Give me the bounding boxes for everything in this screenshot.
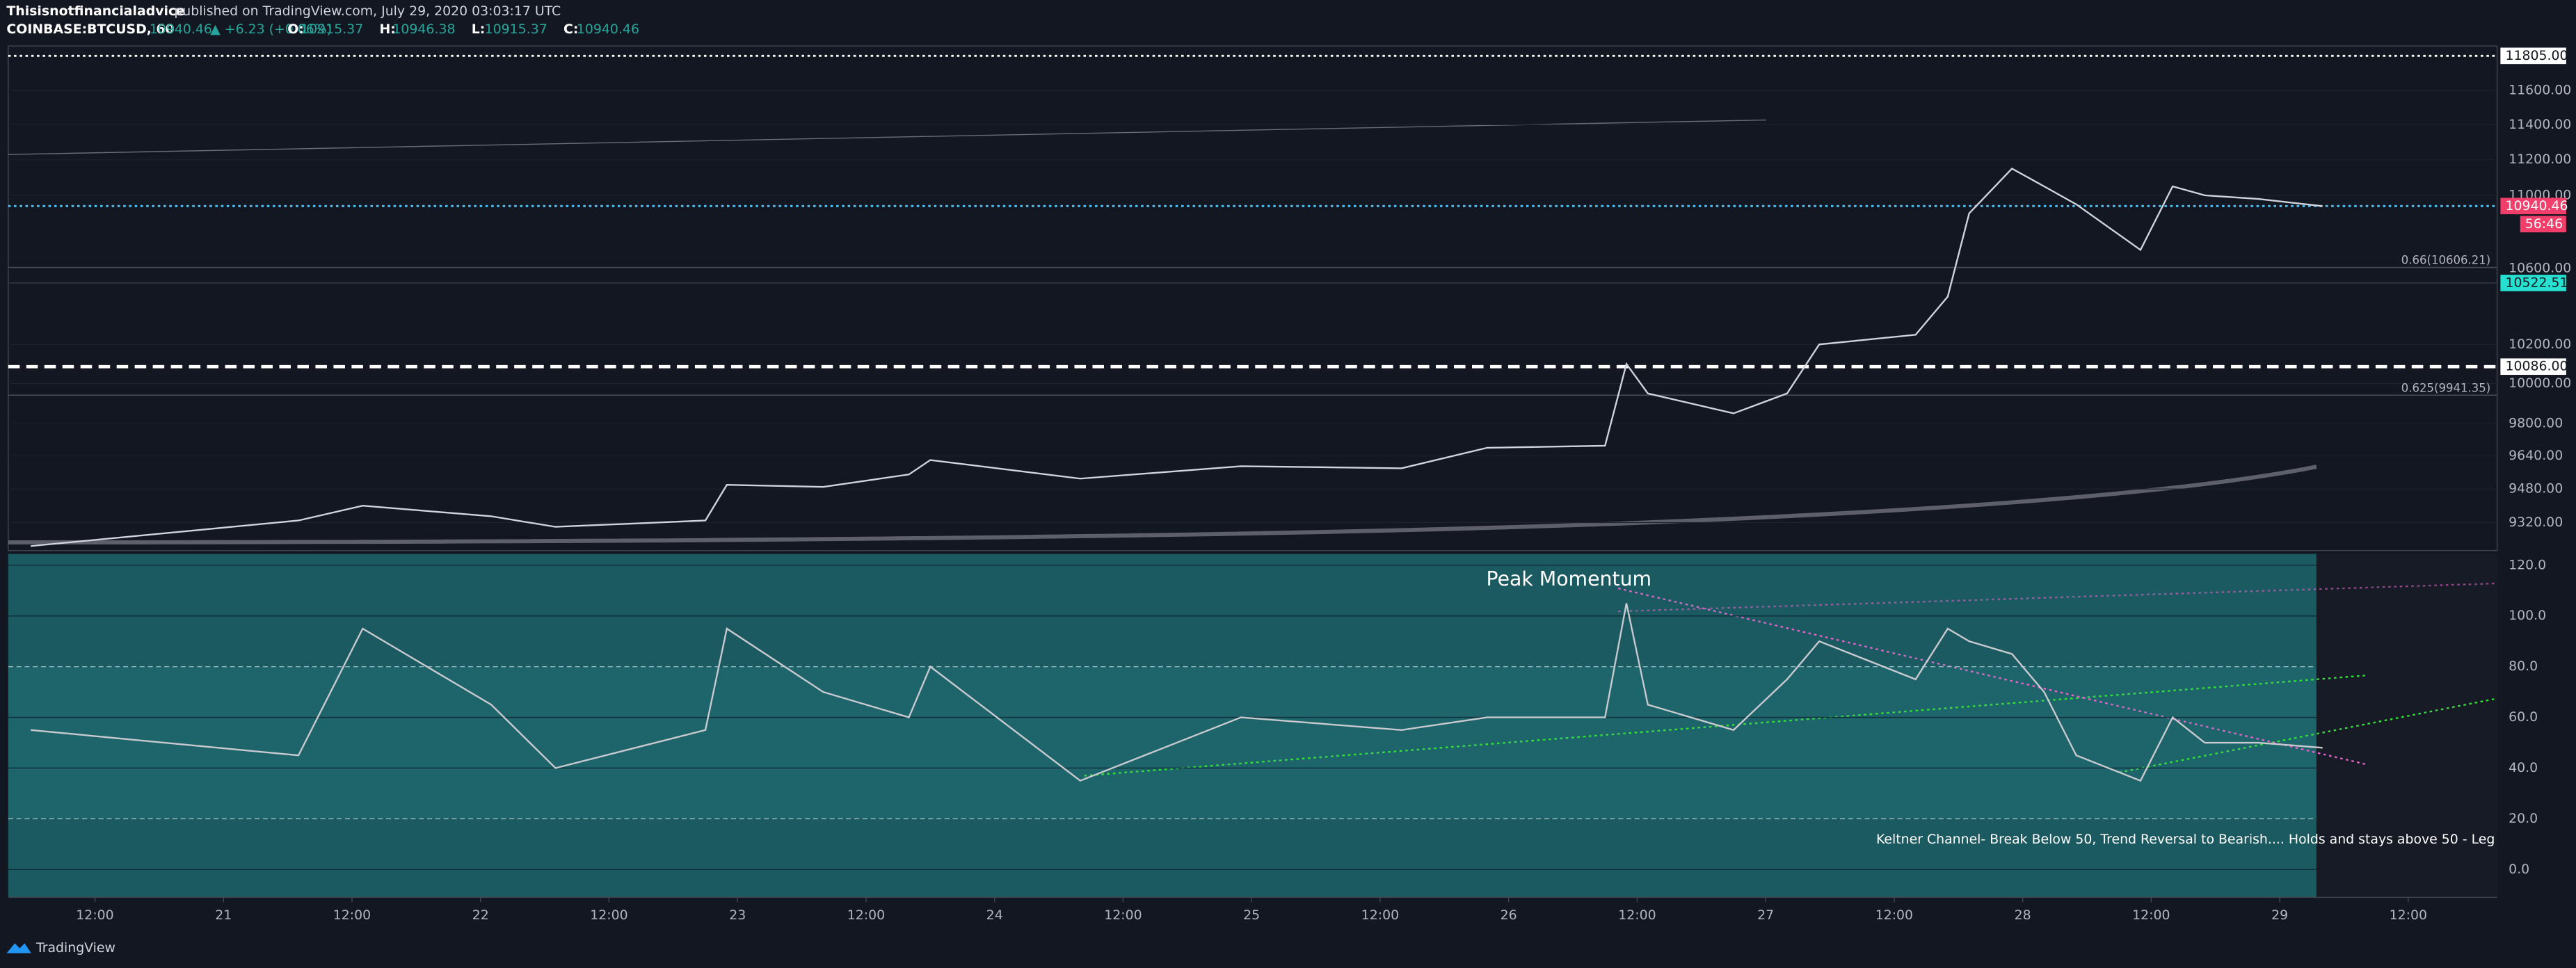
price-badge-label: 10940.46 [2505, 198, 2568, 213]
x-tick-label: 12:00 [333, 908, 371, 923]
brand-logo [6, 943, 31, 953]
y-tick-label: 10600.00 [2509, 261, 2571, 276]
published: published on TradingView.com, July 29, 2… [174, 3, 561, 19]
oscillator-band [8, 667, 2317, 818]
countdown-badge [2520, 216, 2566, 233]
y2-tick-label: 40.0 [2509, 760, 2538, 775]
price-badge [2500, 197, 2566, 215]
x-tick-label: 28 [2015, 908, 2031, 923]
y2-tick-label: 100.0 [2509, 608, 2546, 623]
change: ▲ +6.23 (+0.06%) [210, 22, 332, 37]
annotation: Peak Momentum [1487, 567, 1652, 590]
price-badge-label: 10086.00 [2505, 359, 2568, 374]
author: Thisisnotfinancialadvice [6, 3, 185, 19]
x-tick-label: 23 [729, 908, 746, 923]
y-tick-label: 11400.00 [2509, 117, 2571, 132]
x-tick-label: 26 [1501, 908, 1517, 923]
x-tick-label: 12:00 [590, 908, 627, 923]
x-tick-label: 21 [215, 908, 232, 923]
y2-tick-label: 0.0 [2509, 862, 2529, 877]
price-line-series [31, 167, 2323, 547]
y-tick-label: 9640.00 [2509, 448, 2563, 463]
ohlc-key: O: [287, 22, 304, 37]
price-badge [2500, 275, 2566, 291]
osc-trend-line [1617, 587, 2366, 766]
x-tick-label: 22 [472, 908, 489, 923]
price-badge [2500, 358, 2566, 376]
ohlc-value: 10940.46 [577, 22, 639, 37]
x-tick-label: 12:00 [76, 908, 113, 923]
oscillator-future [2316, 554, 2497, 898]
price-badge-label: 10522.51 [2505, 275, 2568, 290]
x-tick-label: 12:00 [847, 908, 885, 923]
ohlc-key: C: [563, 22, 578, 37]
osc-trend-line [1084, 675, 2366, 777]
ohlc-key: L: [472, 22, 486, 37]
x-tick-label: 12:00 [1875, 908, 1913, 923]
y2-tick-label: 60.0 [2509, 709, 2538, 725]
y-tick-label: 9480.00 [2509, 481, 2563, 497]
y-tick-label: 11600.00 [2509, 83, 2571, 98]
y2-tick-label: 80.0 [2509, 659, 2538, 674]
x-tick-label: 12:00 [1104, 908, 1142, 923]
y2-tick-label: 120.0 [2509, 557, 2546, 572]
fib-label: 0.625(9941.35) [2401, 381, 2490, 394]
x-tick-label: 27 [1757, 908, 1774, 923]
y2-tick-label: 20.0 [2509, 811, 2538, 826]
brand: TradingView [35, 940, 115, 955]
ohlc-value: 10915.37 [485, 22, 547, 37]
price-badge [2500, 47, 2566, 65]
y-tick-label: 9800.00 [2509, 415, 2563, 430]
oscillator-line [31, 603, 2323, 782]
countdown: 56:46 [2525, 216, 2563, 232]
x-tick-label: 12:00 [1618, 908, 1656, 923]
x-tick-label: 25 [1243, 908, 1260, 923]
y-tick-label: 9320.00 [2509, 515, 2563, 530]
annotation: Keltner Channel- Break Below 50, Trend R… [1876, 832, 2495, 847]
ohlc-key: H: [380, 22, 396, 37]
price-pane [8, 45, 2498, 551]
y-tick-label: 11200.00 [2509, 152, 2571, 167]
trend-line [8, 119, 1766, 155]
moving-average [8, 465, 2317, 544]
fib-label: 0.66(10606.21) [2401, 253, 2490, 266]
osc-trend-line [2119, 697, 2497, 773]
ohlc-value: 10946.38 [392, 22, 455, 37]
x-tick-label: 12:00 [2390, 908, 2427, 923]
y-tick-label: 10000.00 [2509, 376, 2571, 391]
x-tick-label: 24 [986, 908, 1003, 923]
symbol: COINBASE:BTCUSD, 60 [6, 22, 174, 37]
last-price: 10940.46 [150, 22, 212, 37]
x-tick-label: 29 [2271, 908, 2288, 923]
x-tick-label: 12:00 [2132, 908, 2170, 923]
y-tick-label: 10200.00 [2509, 337, 2571, 352]
x-tick-label: 12:00 [1361, 908, 1399, 923]
price-badge-label: 11805.00 [2505, 48, 2568, 63]
ohlc-value: 10915.37 [301, 22, 363, 37]
